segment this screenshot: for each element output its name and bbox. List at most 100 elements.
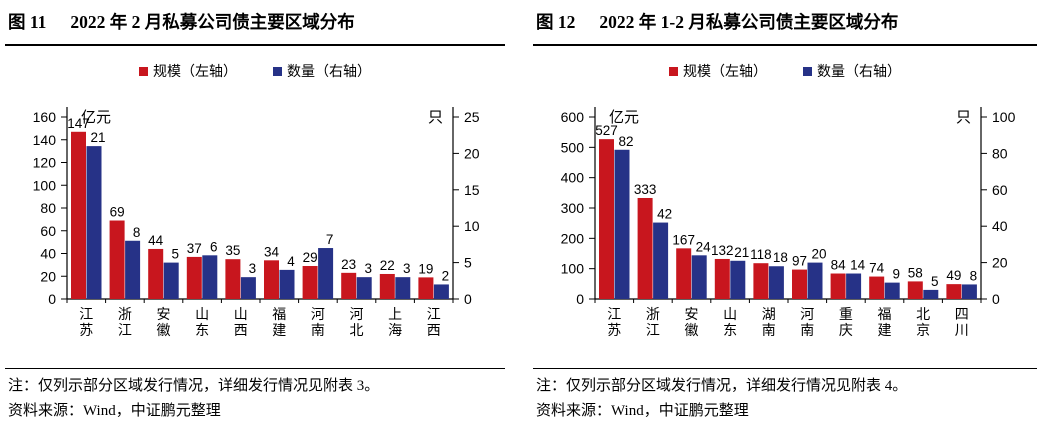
left-axis-tick-label: 60	[40, 223, 56, 239]
count-bar-3	[730, 260, 746, 299]
chart-legend: 规模（左轴） 数量（右轴）	[5, 62, 505, 80]
scale-value-label-0: 147	[67, 116, 90, 131]
count-value-label-4: 18	[773, 250, 788, 265]
legend-item-count: 数量（右轴）	[803, 61, 901, 81]
title-divider	[533, 44, 1037, 46]
category-label-7: 福建	[878, 306, 892, 338]
count-value-label-9: 2	[442, 268, 450, 283]
right-axis-tick-label: 80	[992, 145, 1008, 161]
figure-title-text: 2022 年 2 月私募公司债主要区域分布	[70, 12, 355, 32]
scale-value-label-7: 74	[869, 261, 885, 276]
count-value-label-7: 3	[364, 261, 372, 276]
scale-value-label-6: 29	[303, 250, 318, 265]
scale-bar-9	[418, 277, 434, 299]
scale-value-label-1: 69	[110, 205, 125, 220]
right-axis-tick-label: 20	[464, 145, 480, 161]
left-axis-tick-label: 100	[561, 261, 585, 277]
chart-title: 图 12 2022 年 1-2 月私募公司债主要区域分布	[533, 0, 1037, 44]
category-label-9: 江西	[427, 306, 441, 338]
count-bar-8	[395, 277, 411, 299]
scale-bar-8	[907, 281, 923, 299]
category-label-9: 四川	[955, 306, 969, 338]
count-bar-7	[356, 277, 372, 299]
left-axis-tick-label: 200	[561, 230, 585, 246]
scale-bar-8	[379, 273, 395, 299]
count-bar-9	[961, 284, 977, 299]
legend-item-count: 数量（右轴）	[273, 61, 371, 81]
chart-legend: 规模（左轴） 数量（右轴）	[533, 62, 1037, 80]
count-value-label-6: 14	[850, 258, 866, 273]
count-value-label-0: 82	[618, 134, 633, 149]
left-axis-tick-label: 40	[40, 246, 56, 262]
scale-bar-2	[148, 248, 164, 299]
count-value-label-3: 21	[734, 245, 749, 260]
scale-bar-6	[830, 273, 846, 299]
legend-item-scale: 规模（左轴）	[139, 61, 237, 81]
category-label-8: 上海	[388, 306, 402, 338]
scale-value-label-3: 37	[187, 241, 202, 256]
scale-value-label-6: 84	[831, 258, 847, 273]
category-label-1: 浙江	[646, 306, 660, 338]
right-axis-tick-label: 15	[464, 182, 480, 198]
category-label-8: 北京	[916, 306, 930, 338]
category-label-7: 河北	[350, 306, 364, 338]
legend-swatch-count-icon	[803, 66, 812, 76]
figure-title-text: 2022 年 1-2 月私募公司债主要区域分布	[599, 12, 899, 32]
scale-bar-7	[869, 276, 885, 299]
figure-panel-11: 图 11 2022 年 2 月私募公司债主要区域分布 规模（左轴） 数量（右轴） …	[5, 0, 505, 424]
count-value-label-3: 6	[210, 239, 218, 254]
figure-number: 图 12	[536, 12, 576, 32]
title-divider	[5, 44, 505, 46]
count-bar-1	[125, 240, 141, 299]
count-value-label-6: 7	[326, 232, 334, 247]
figures-row: 图 11 2022 年 2 月私募公司债主要区域分布 规模（左轴） 数量（右轴） …	[5, 0, 1037, 424]
scale-bar-3	[186, 256, 202, 299]
scale-bar-0	[599, 139, 614, 299]
category-label-3: 山东	[195, 306, 209, 338]
count-value-label-0: 21	[90, 130, 105, 145]
count-value-label-2: 5	[171, 247, 179, 262]
category-label-0: 江苏	[79, 306, 93, 338]
count-value-label-1: 42	[657, 207, 672, 222]
scale-bar-1	[637, 197, 653, 299]
right-axis-tick-label: 0	[992, 291, 1000, 307]
figure-number: 图 11	[8, 12, 47, 32]
left-axis-tick-label: 140	[33, 132, 57, 148]
category-label-6: 河南	[311, 306, 325, 338]
count-bar-5	[279, 269, 295, 299]
category-label-6: 重庆	[839, 306, 853, 338]
scale-value-label-9: 19	[418, 261, 433, 276]
legend-swatch-scale-icon	[669, 66, 678, 76]
right-axis-tick-label: 40	[992, 218, 1008, 234]
left-axis-tick-label: 0	[576, 291, 584, 307]
count-bar-3	[202, 255, 218, 299]
scale-bar-0	[71, 131, 86, 299]
source-line: 资料来源：Wind，中证鹏元整理	[8, 403, 221, 419]
scale-value-label-4: 35	[225, 243, 240, 258]
scale-value-label-7: 23	[341, 257, 356, 272]
scale-value-label-2: 44	[148, 233, 164, 248]
chart-title: 图 11 2022 年 2 月私募公司债主要区域分布	[5, 0, 505, 44]
right-axis-tick-label: 100	[992, 109, 1016, 125]
legend-swatch-count-icon	[273, 66, 282, 76]
scale-bar-5	[792, 269, 807, 299]
scale-value-label-9: 49	[946, 268, 961, 283]
note-line: 注：仅列示部分区域发行情况，详细发行情况见附表 4。	[536, 378, 908, 394]
left-axis-tick-label: 80	[40, 200, 56, 216]
count-value-label-8: 3	[403, 261, 411, 276]
right-axis-tick-label: 0	[464, 291, 472, 307]
note-line: 注：仅列示部分区域发行情况，详细发行情况见附表 3。	[8, 378, 380, 394]
category-label-5: 河南	[800, 306, 814, 338]
right-axis-tick-label: 25	[464, 109, 480, 125]
count-value-label-9: 8	[970, 268, 978, 283]
count-bar-1	[653, 222, 669, 299]
note-divider	[533, 368, 1037, 369]
scale-value-label-8: 22	[380, 258, 395, 273]
right-axis-tick-label: 20	[992, 255, 1008, 271]
right-axis-unit-label: 只	[428, 109, 443, 126]
scale-value-label-3: 132	[711, 243, 734, 258]
count-bar-9	[433, 284, 449, 299]
scale-value-label-1: 333	[634, 182, 657, 197]
scale-bar-2	[676, 248, 692, 299]
